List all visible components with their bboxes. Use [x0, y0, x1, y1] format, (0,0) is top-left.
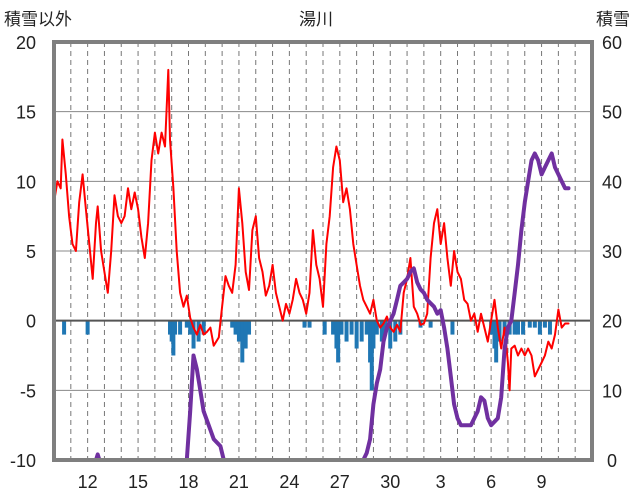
temperature-line	[53, 68, 570, 392]
precipitation-bar	[344, 320, 349, 342]
precipitation-bar	[547, 320, 552, 335]
snow-depth-line	[52, 151, 571, 462]
precipitation-bar	[230, 320, 235, 328]
precipitation-bar	[243, 320, 248, 349]
x-tick-label: 30	[380, 472, 400, 492]
y-right-tick-label: 0	[607, 451, 617, 471]
precipitation-bar	[537, 320, 542, 335]
x-tick-label: 27	[330, 472, 350, 492]
y-right-tick-label: 60	[602, 33, 622, 53]
precipitation-bar	[336, 320, 341, 363]
precipitation-bar	[349, 320, 354, 335]
precipitation-bar	[302, 320, 307, 328]
y-right-tick-label: 30	[602, 242, 622, 262]
precipitation-bar	[188, 320, 193, 335]
precipitation-bar	[450, 320, 455, 335]
precipitation-bar	[388, 320, 393, 349]
precipitation-bar	[354, 320, 359, 349]
precipitation-bar	[233, 320, 238, 335]
precipitation-bar	[171, 320, 176, 356]
y-right-tick-label: 50	[602, 103, 622, 123]
x-tick-label: 6	[486, 472, 496, 492]
precipitation-bar	[191, 320, 196, 349]
precipitation-bar	[379, 320, 384, 342]
precipitation-bar	[62, 320, 67, 335]
precipitation-bar	[201, 320, 206, 335]
y-left-tick-label: 10	[16, 172, 36, 192]
precipitation-bar	[364, 320, 369, 335]
precipitation-bar	[85, 320, 90, 335]
y-left-tick-label: 5	[26, 242, 36, 262]
precipitation-bar	[371, 320, 376, 349]
x-tick-label: 24	[279, 472, 299, 492]
precipitation-bar	[428, 320, 433, 328]
precipitation-bar	[173, 320, 178, 335]
x-tick-label: 12	[78, 472, 98, 492]
precipitation-bar	[516, 320, 521, 335]
precipitation-bar	[527, 320, 532, 328]
precipitation-bar	[512, 320, 517, 335]
precipitation-bar	[240, 320, 245, 363]
y-left-tick-label: -10	[10, 451, 36, 471]
x-tick-label: 3	[436, 472, 446, 492]
y-left-axis-label: 積雪以外	[4, 10, 72, 30]
precipitation-bar	[369, 320, 374, 391]
x-tick-label: 9	[537, 472, 547, 492]
precipitation-bar	[521, 320, 526, 335]
precipitation-bar	[236, 320, 241, 342]
precipitation-bar	[339, 320, 344, 335]
precipitation-bar	[374, 320, 379, 335]
precipitation-bar	[497, 320, 502, 342]
y-left-tick-label: 0	[26, 312, 36, 332]
x-tick-label: 15	[128, 472, 148, 492]
precipitation-bar	[184, 320, 189, 328]
y-right-tick-label: 20	[602, 312, 622, 332]
x-tick-label: 21	[229, 472, 249, 492]
precipitation-bar	[178, 320, 183, 335]
precipitation-bar	[359, 320, 364, 342]
y-right-tick-label: 40	[602, 172, 622, 192]
precipitation-bar	[393, 320, 398, 342]
y-left-tick-label: -5	[20, 381, 36, 401]
y-left-tick-label: 20	[16, 33, 36, 53]
precipitation-bar	[532, 320, 537, 328]
y-right-tick-label: 10	[602, 381, 622, 401]
y-left-tick-label: 15	[16, 103, 36, 123]
precipitation-bar	[331, 320, 336, 335]
plot-frame	[52, 40, 594, 462]
precipitation-bar	[494, 320, 499, 363]
x-tick-label: 18	[178, 472, 198, 492]
precipitation-bar	[247, 320, 252, 335]
chart-title: 湯川	[299, 10, 333, 30]
series-lines	[52, 68, 571, 462]
precipitation-bar	[489, 320, 494, 335]
precipitation-bar	[322, 320, 327, 335]
precipitation-bar	[307, 320, 312, 328]
y-right-axis-label: 積雪	[596, 10, 630, 30]
precipitation-bar	[542, 320, 547, 328]
